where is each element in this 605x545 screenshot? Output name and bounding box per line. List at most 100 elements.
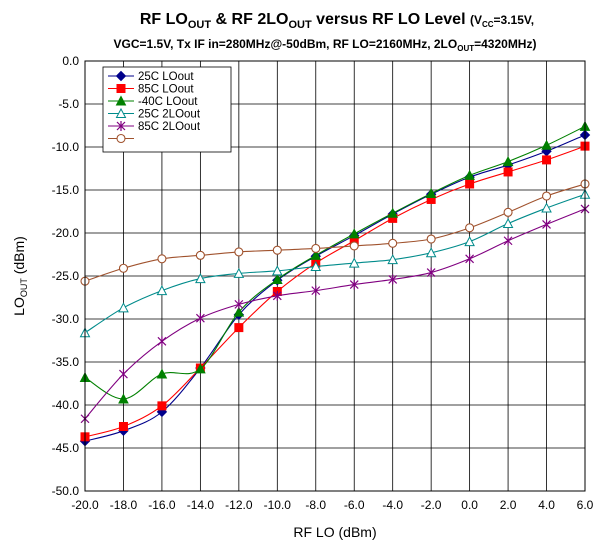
data-point bbox=[426, 234, 436, 244]
y-label-unit: (dBm) bbox=[11, 236, 27, 278]
x-axis-ticks: -20.0 -18.0 -16.0 -14.0 -12.0 -10.0 -8.0 -6.0 -4… bbox=[71, 498, 593, 512]
data-point bbox=[195, 313, 205, 324]
x-tick-label: -4.0 bbox=[382, 498, 403, 512]
y-tick-label: -25.0 bbox=[52, 269, 80, 283]
data-point bbox=[465, 253, 475, 264]
data-point bbox=[465, 179, 475, 189]
data-point bbox=[233, 306, 245, 317]
series-line bbox=[84, 183, 586, 282]
title-part: RF LO bbox=[140, 11, 188, 28]
data-point bbox=[464, 169, 475, 180]
y-label-subscript: OUT bbox=[19, 278, 29, 298]
series-2 bbox=[80, 141, 590, 442]
x-tick-label: 0.0 bbox=[461, 498, 478, 512]
series-line bbox=[84, 125, 586, 400]
title-subscript: OUT bbox=[288, 19, 312, 31]
legend-marker bbox=[115, 95, 127, 106]
data-point bbox=[541, 139, 552, 150]
series-3 bbox=[79, 120, 591, 404]
title-part: (V bbox=[470, 13, 482, 27]
data-point bbox=[118, 393, 129, 404]
y-tick-label: -35.0 bbox=[52, 355, 80, 369]
y-tick-label: -10.0 bbox=[52, 140, 80, 154]
data-point bbox=[349, 279, 359, 290]
chart-title-line1: RF LOOUT & RF 2LOOUT versus RF LO Level … bbox=[140, 11, 534, 31]
series-group bbox=[79, 120, 591, 447]
data-point bbox=[272, 245, 282, 255]
data-point bbox=[157, 401, 167, 411]
data-point bbox=[387, 207, 399, 218]
data-point bbox=[234, 247, 244, 257]
title-subscript: CC bbox=[482, 20, 494, 29]
x-tick-label: -10.0 bbox=[264, 498, 292, 512]
data-point bbox=[234, 299, 244, 310]
y-tick-label: -50.0 bbox=[52, 484, 80, 498]
data-point bbox=[195, 250, 205, 260]
data-point bbox=[233, 267, 245, 278]
data-point bbox=[502, 217, 514, 229]
data-point bbox=[387, 254, 399, 265]
title-subscript: OUT bbox=[457, 44, 474, 53]
legend-label: -40C LOout bbox=[138, 96, 198, 108]
series-4 bbox=[79, 188, 591, 338]
y-axis-ticks: 0.0 -5.0 -10.0 -15.0 -20.0 -25.0 -30.0 -35.0 -40… bbox=[52, 54, 80, 498]
data-point bbox=[156, 368, 168, 379]
title-part: VGC=1.5V, Tx IF in=280MHz@-50dBm, RF LO=… bbox=[114, 37, 458, 51]
data-point bbox=[503, 235, 513, 246]
data-point bbox=[542, 219, 551, 230]
legend-marker bbox=[116, 121, 126, 131]
data-point bbox=[541, 202, 552, 213]
x-tick-label: -12.0 bbox=[225, 498, 253, 512]
data-point bbox=[118, 263, 129, 273]
data-point bbox=[119, 369, 128, 380]
y-tick-label: -40.0 bbox=[52, 398, 80, 412]
title-subscript: OUT bbox=[188, 19, 212, 31]
data-point bbox=[157, 336, 167, 347]
data-point bbox=[503, 167, 513, 177]
x-tick-label: -16.0 bbox=[148, 498, 176, 512]
data-point bbox=[465, 223, 475, 233]
data-point bbox=[271, 265, 283, 276]
y-tick-label: -5.0 bbox=[58, 97, 79, 111]
data-point bbox=[426, 267, 436, 278]
y-tick-label: -15.0 bbox=[52, 183, 80, 197]
y-tick-label: 0.0 bbox=[62, 54, 79, 68]
data-point bbox=[425, 247, 437, 258]
x-tick-label: -8.0 bbox=[305, 498, 326, 512]
x-tick-label: -6.0 bbox=[344, 498, 365, 512]
data-point bbox=[271, 273, 283, 284]
data-point bbox=[348, 257, 360, 268]
data-point bbox=[118, 302, 129, 313]
data-point bbox=[388, 238, 398, 248]
chart-title-line2: VGC=1.5V, Tx IF in=280MHz@-50dBm, RF LO=… bbox=[114, 37, 537, 53]
series-line bbox=[84, 208, 586, 420]
data-point bbox=[349, 241, 359, 251]
data-point bbox=[311, 285, 321, 296]
y-tick-label: -45.0 bbox=[52, 441, 80, 455]
legend-marker bbox=[115, 107, 127, 118]
data-point bbox=[310, 260, 322, 272]
legend-marker bbox=[115, 70, 127, 82]
data-point bbox=[542, 155, 552, 165]
series-5 bbox=[80, 203, 590, 424]
data-point bbox=[272, 290, 282, 301]
data-point bbox=[425, 187, 437, 198]
y-label-main: LO bbox=[11, 297, 27, 316]
legend-label: 25C LOout bbox=[138, 71, 194, 83]
legend-marker bbox=[116, 133, 126, 144]
legend-label: 85C 2LOout bbox=[138, 121, 201, 133]
series-6 bbox=[80, 179, 590, 286]
data-point bbox=[195, 363, 206, 374]
title-part: =3.15V, bbox=[494, 13, 535, 27]
data-point bbox=[311, 243, 321, 254]
x-tick-label: -2.0 bbox=[421, 498, 442, 512]
legend-label: 85C LOout bbox=[138, 84, 194, 96]
x-tick-label: -18.0 bbox=[110, 498, 138, 512]
data-point bbox=[310, 249, 322, 260]
data-point bbox=[157, 254, 167, 264]
data-point bbox=[234, 323, 244, 333]
data-point bbox=[541, 191, 552, 201]
data-point bbox=[388, 274, 398, 285]
data-point bbox=[464, 236, 475, 247]
